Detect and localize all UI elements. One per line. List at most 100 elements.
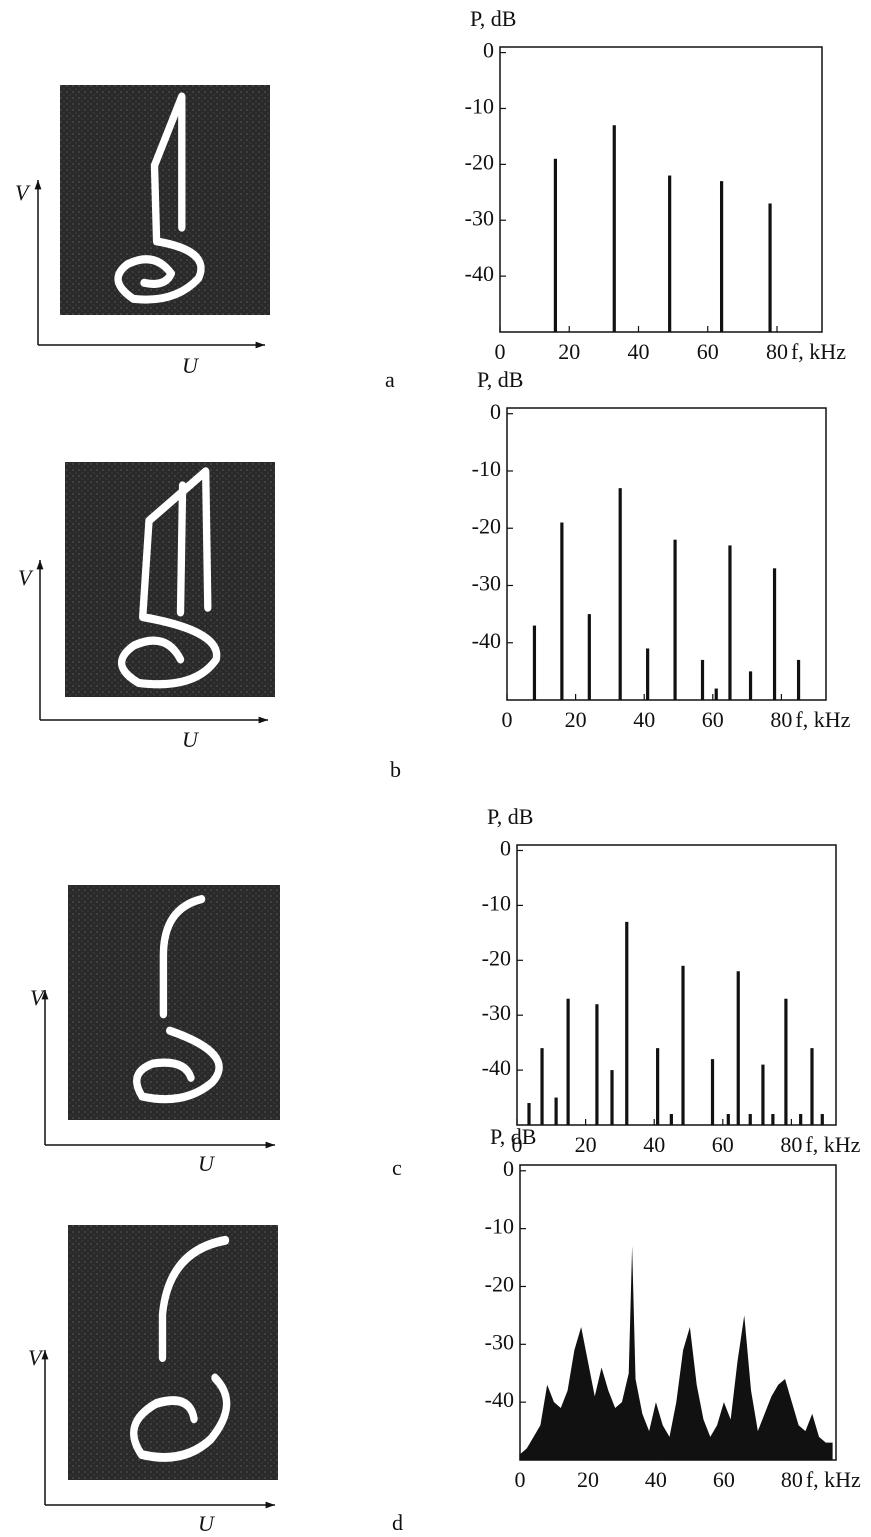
y-tick-label: -20 — [472, 513, 501, 538]
x-tick-label: 80 — [780, 1132, 802, 1157]
portrait-y-label: V — [28, 1345, 44, 1370]
phase-portrait — [68, 1225, 278, 1480]
portrait-x-label: U — [198, 1151, 216, 1176]
bar — [560, 522, 564, 700]
bar — [540, 1048, 544, 1125]
plot-frame — [499, 46, 823, 333]
x-tick-label: 0 — [515, 1467, 526, 1492]
bar — [566, 998, 570, 1125]
bar — [772, 568, 777, 700]
y-tick-label: -40 — [465, 261, 494, 286]
bar — [646, 648, 650, 700]
bar — [527, 1103, 531, 1125]
trajectory — [114, 92, 205, 304]
arrow-head — [36, 560, 44, 570]
portrait-y-label: V — [30, 985, 46, 1010]
arrow-head — [41, 990, 49, 1000]
arrow-head — [265, 1501, 275, 1509]
bar — [554, 1097, 558, 1125]
trajectory — [133, 894, 223, 1104]
trajectory-curve — [133, 894, 223, 1104]
x-tick-label: 40 — [627, 339, 649, 364]
panel-label: d — [392, 1510, 403, 1535]
bar — [612, 125, 616, 332]
y-tick-label: -30 — [465, 205, 494, 230]
bar — [587, 614, 591, 700]
bar — [799, 1114, 803, 1125]
bar — [710, 1059, 715, 1125]
portrait-x-label: U — [182, 353, 200, 378]
bar — [768, 203, 772, 332]
x-tick-label: 0 — [495, 339, 506, 364]
panel-label: c — [392, 1155, 402, 1180]
arrow-head — [255, 341, 265, 349]
x-axis-label: f, kHz — [791, 339, 846, 364]
bar — [726, 1114, 730, 1125]
y-axis-label: P, dB — [490, 1124, 536, 1149]
x-tick-label: 40 — [645, 1467, 667, 1492]
panel-label: b — [390, 757, 401, 782]
panel-label: a — [385, 367, 395, 392]
arrow-head — [258, 716, 268, 724]
arrow-head — [34, 180, 42, 190]
plot-frame — [506, 407, 827, 701]
bar — [673, 539, 677, 700]
bar — [728, 545, 732, 700]
x-tick-label: 20 — [575, 1132, 597, 1157]
bar — [610, 1070, 614, 1125]
bar — [736, 971, 740, 1125]
y-tick-label: -10 — [472, 456, 501, 481]
y-tick-label: -10 — [482, 890, 511, 915]
phase-portrait — [65, 462, 275, 697]
bar — [820, 1114, 824, 1125]
bar — [618, 488, 622, 700]
portrait-y-label: V — [18, 565, 34, 590]
y-axis-label: P, dB — [487, 804, 533, 829]
arrow-head — [41, 1350, 49, 1360]
y-tick-label: -40 — [482, 1055, 511, 1080]
portrait-x-label: U — [182, 727, 200, 752]
y-tick-label: 0 — [483, 38, 494, 63]
bar — [784, 998, 788, 1125]
trajectory — [130, 1235, 231, 1462]
x-tick-label: 60 — [712, 1132, 734, 1157]
trajectory — [118, 467, 221, 689]
x-tick-label: 60 — [702, 707, 724, 732]
y-tick-label: -20 — [465, 149, 494, 174]
y-tick-label: 0 — [490, 399, 501, 424]
y-tick-label: -40 — [485, 1387, 514, 1412]
x-axis-label: f, kHz — [795, 707, 850, 732]
x-axis-label: f, kHz — [805, 1132, 860, 1157]
x-tick-label: 20 — [558, 339, 580, 364]
bar — [669, 1114, 673, 1125]
y-tick-label: 0 — [500, 836, 511, 861]
plot-frame — [516, 844, 837, 1126]
bar — [668, 175, 672, 332]
bar — [748, 1114, 752, 1125]
portrait-x-label: U — [198, 1511, 216, 1536]
x-axis-label: f, kHz — [806, 1467, 861, 1492]
bar — [595, 1004, 599, 1125]
y-tick-label: -20 — [485, 1272, 514, 1297]
plot-frame — [519, 1164, 837, 1461]
y-tick-label: -30 — [482, 1000, 511, 1025]
x-tick-label: 40 — [643, 1132, 665, 1157]
bar — [761, 1064, 765, 1125]
bar — [714, 688, 718, 700]
bar — [656, 1048, 660, 1125]
x-tick-label: 60 — [697, 339, 719, 364]
x-tick-label: 80 — [781, 1467, 803, 1492]
y-tick-label: -40 — [472, 628, 501, 653]
bar — [625, 921, 629, 1125]
x-tick-label: 80 — [770, 707, 792, 732]
trajectory-curve — [114, 92, 205, 304]
bar — [771, 1114, 775, 1125]
y-tick-label: -10 — [485, 1214, 514, 1239]
y-tick-label: 0 — [503, 1156, 514, 1181]
bar — [810, 1048, 814, 1125]
phase-portrait — [68, 885, 280, 1120]
y-tick-label: -20 — [482, 945, 511, 970]
x-tick-label: 0 — [512, 1132, 523, 1157]
y-tick-label: -30 — [472, 571, 501, 596]
